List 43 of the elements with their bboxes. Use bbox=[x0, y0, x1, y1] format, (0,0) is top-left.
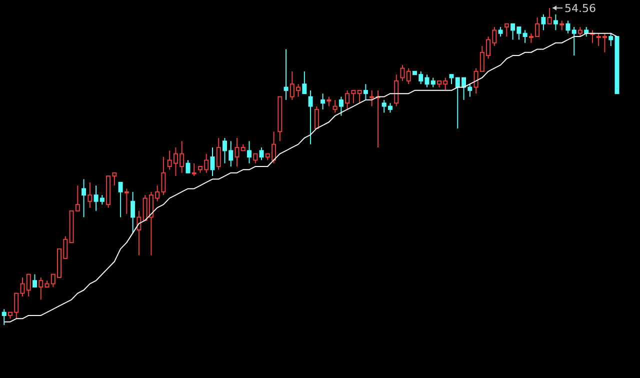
candlestick bbox=[136, 210, 142, 256]
candlestick bbox=[124, 188, 129, 215]
candlestick bbox=[82, 178, 86, 218]
candlestick bbox=[314, 106, 319, 129]
candlestick bbox=[32, 274, 38, 288]
candlestick bbox=[38, 276, 44, 300]
candlestick bbox=[522, 30, 528, 44]
candlestick bbox=[560, 20, 564, 31]
annotation: 54.56 bbox=[564, 2, 596, 15]
candlestick bbox=[394, 74, 399, 107]
candlestick bbox=[541, 14, 546, 31]
candlestick bbox=[498, 26, 503, 38]
candlestick bbox=[2, 308, 6, 325]
candlestick bbox=[259, 146, 264, 161]
candlestick bbox=[88, 182, 92, 208]
candlestick bbox=[326, 96, 332, 107]
candlestick bbox=[553, 14, 558, 31]
candlestick bbox=[584, 26, 589, 38]
candlestick bbox=[332, 99, 338, 114]
candlestick bbox=[192, 162, 196, 177]
candlestick bbox=[247, 140, 252, 164]
candlestick bbox=[504, 23, 509, 38]
candlestick bbox=[26, 274, 31, 297]
candlestick bbox=[572, 26, 576, 56]
candlestick bbox=[547, 8, 552, 24]
candlestick bbox=[253, 153, 258, 164]
candlestick bbox=[400, 64, 405, 82]
candlestick bbox=[578, 26, 582, 38]
candlestick bbox=[302, 70, 307, 94]
candlestick bbox=[406, 68, 411, 85]
candlestick bbox=[430, 77, 436, 88]
candlestick bbox=[210, 146, 215, 177]
candlestick bbox=[357, 90, 362, 104]
candlestick bbox=[338, 96, 344, 116]
candlestick bbox=[566, 20, 570, 34]
candlestick bbox=[216, 137, 221, 170]
candlestick bbox=[363, 84, 368, 100]
candlestick bbox=[186, 160, 190, 174]
candlestick bbox=[130, 191, 136, 234]
candlestick bbox=[284, 48, 288, 100]
candlestick bbox=[320, 93, 326, 110]
candlestick bbox=[118, 182, 123, 218]
candlestick bbox=[308, 90, 313, 145]
